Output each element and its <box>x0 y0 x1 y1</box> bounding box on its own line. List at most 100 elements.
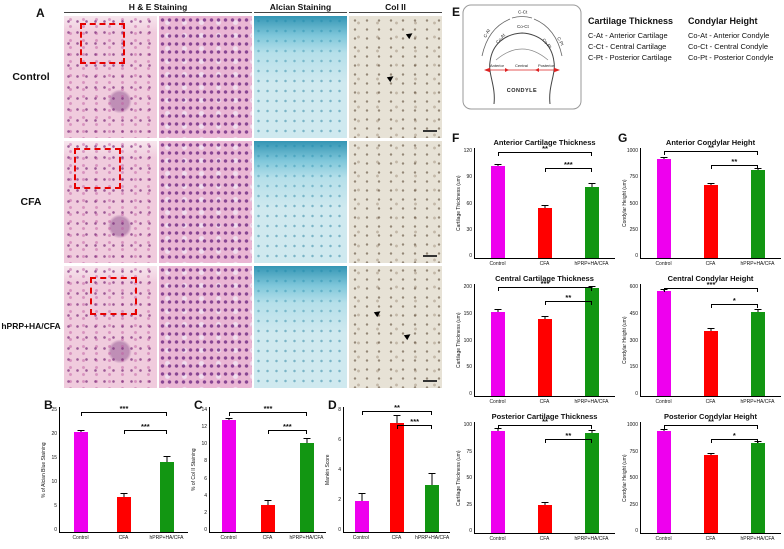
x-axis-row: Control CFA hPRP+HA/CFA <box>40 533 188 546</box>
error-bar <box>494 163 502 167</box>
plot-area: **** <box>640 280 781 397</box>
error-bar <box>707 453 715 456</box>
histology-control-he-highmag <box>159 16 252 138</box>
bar-hPRP+HA/CFA <box>750 170 765 258</box>
y-tick-label: 100 <box>463 337 472 344</box>
y-tick-label: 25 <box>51 407 57 413</box>
error-bar <box>163 456 171 462</box>
plot-area: ***** <box>343 403 450 533</box>
error-bar <box>588 429 596 434</box>
significance-bracket: *** <box>397 417 433 429</box>
error-bar <box>541 501 549 506</box>
panel-label-a: A <box>36 6 45 20</box>
y-tick-label: 0 <box>469 528 472 534</box>
x-tick-label: hPRP+HA/CFA <box>289 535 324 541</box>
legend-item: C-Ct - Central Cartilage <box>588 42 667 51</box>
x-tick-label: CFA <box>118 535 129 541</box>
diagram-label-c-at: C-At <box>482 28 491 39</box>
chart-mankin-score: Mankin Score 8 6 4 2 0 ** *** Control CFA hPRP+HA/… <box>324 400 450 546</box>
legend-item: C-Pt - Posterior Cartilage <box>588 53 672 62</box>
y-tick-label: 0 <box>469 253 472 259</box>
chart-body: Condylar Height (um) 600 450 300 150 0 *** * <box>621 280 781 397</box>
error-bar <box>303 438 311 443</box>
significance-label: *** <box>410 416 420 426</box>
significance-label: *** <box>540 279 550 289</box>
y-tick-label: 12 <box>201 424 207 431</box>
legend-item: Co-Ct - Central Condyle <box>688 42 769 51</box>
chart-central-cartilage-thickness: Central Cartilage Thickness Cartilage Thi… <box>455 274 615 410</box>
y-axis-ticks: 14 12 10 8 6 4 2 0 <box>198 407 209 533</box>
panel-label-c: C <box>194 398 203 412</box>
diagram-label-central: Central <box>515 63 528 68</box>
x-tick-label: hPRP+HA/CFA <box>574 261 609 267</box>
y-tick-label: 0 <box>204 526 207 533</box>
y-tick-label: 6 <box>338 437 341 443</box>
bar-hPRP+HA/CFA <box>750 312 765 396</box>
x-tick-label: CFA <box>705 536 716 542</box>
cartilage-legend-title: Cartilage Thickness <box>588 16 674 26</box>
diagram-label-c-ct: C-Ct <box>518 10 528 15</box>
y-tick-label: 500 <box>629 200 638 207</box>
error-bar <box>428 472 436 486</box>
bar-Control <box>74 432 89 532</box>
x-axis-spacer <box>621 397 640 410</box>
condylar-height-legend: Condylar Height Co-At - Anterior Condyle… <box>688 16 784 63</box>
x-tick-label: Control <box>489 399 506 405</box>
row-label-cfa: CFA <box>20 196 42 208</box>
x-tick-label: CFA <box>539 536 550 542</box>
significance-label: *** <box>263 404 273 413</box>
x-axis-row: Control CFA hPRP+HA/CFA <box>621 397 781 410</box>
y-tick-label: 1000 <box>626 148 638 154</box>
chart-title: Anterior Cartilage Thickness <box>493 138 596 147</box>
arrow-icon <box>403 331 412 341</box>
x-tick-labels: Control CFA hPRP+HA/CFA <box>474 397 615 410</box>
histology-hprp-colii <box>349 266 442 388</box>
y-tick-label: 120 <box>463 148 472 154</box>
chart-central-condylar-height: Central Condylar Height Condylar Height (… <box>621 274 781 410</box>
x-tick-label: Control <box>352 535 369 541</box>
x-tick-labels: Control CFA hPRP+HA/CFA <box>343 533 450 546</box>
significance-bracket: ** <box>664 143 758 156</box>
bar-Control <box>491 166 506 258</box>
x-tick-label: hPRP+HA/CFA <box>574 399 609 405</box>
plot-area: ** * <box>640 417 781 534</box>
error-bar <box>494 309 502 312</box>
x-tick-labels: Control CFA hPRP+HA/CFA <box>640 259 781 272</box>
significance-label: ** <box>394 402 400 412</box>
histology-cfa-he-lowmag <box>64 141 157 263</box>
bar-hPRP+HA/CFA <box>584 186 599 258</box>
y-tick-label: 60 <box>466 200 472 207</box>
arrow-icon <box>373 308 383 318</box>
x-tick-label: Control <box>489 536 506 542</box>
error-bar <box>358 492 366 501</box>
chart-title: Central Cartilage Thickness <box>495 274 594 283</box>
y-tick-label: 1000 <box>626 422 638 428</box>
legend-item: Co-Pt - Posterior Condyle <box>688 53 774 62</box>
chart-col-ii-staining: % of Col II Staining 14 12 10 8 6 4 2 0 *** *** Con… <box>190 400 326 546</box>
significance-label: ** <box>708 417 714 427</box>
y-tick-label: 5 <box>54 503 57 509</box>
bar-hPRP+HA/CFA <box>584 433 599 533</box>
x-tick-labels: Control CFA hPRP+HA/CFA <box>209 533 326 546</box>
y-tick-label: 90 <box>466 174 472 181</box>
y-tick-label: 15 <box>51 455 57 461</box>
diagram-label-co-ct: Co-Ct <box>517 24 530 29</box>
chart-body: Cartilage Thickness (um) 200 150 100 50 0 *** *… <box>455 279 615 397</box>
significance-bracket: * <box>711 296 758 309</box>
y-axis-ticks: 8 6 4 2 0 <box>332 407 343 533</box>
significance-label: *** <box>119 404 129 413</box>
y-axis-ticks: 200 150 100 50 0 <box>463 284 474 397</box>
x-tick-label: Control <box>655 399 672 405</box>
x-axis-spacer <box>324 533 343 546</box>
significance-bracket: * <box>711 431 758 443</box>
y-tick-label: 150 <box>463 310 472 317</box>
column-header-he-staining: H & E Staining <box>64 2 252 13</box>
roi-dashed-box <box>79 23 125 64</box>
x-tick-labels: Control CFA hPRP+HA/CFA <box>474 534 615 547</box>
y-tick-label: 750 <box>629 174 638 181</box>
error-bar <box>541 315 549 319</box>
bar-hPRP+HA/CFA <box>159 462 174 532</box>
bar-CFA <box>261 505 275 532</box>
significance-label: *** <box>563 159 573 169</box>
